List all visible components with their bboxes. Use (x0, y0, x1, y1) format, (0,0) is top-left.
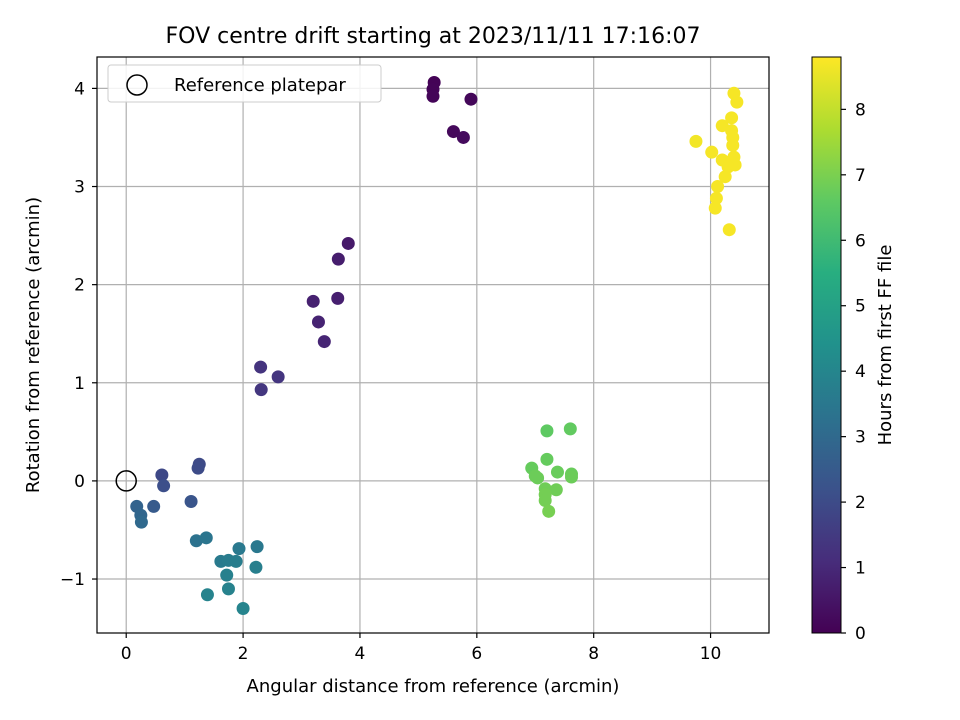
data-point (549, 483, 563, 497)
colorbar-tick-label: 6 (855, 231, 866, 251)
data-point (331, 252, 345, 266)
colorbar-ticks: 0 1 2 3 4 5 6 7 8 (841, 100, 866, 644)
y-axis-label: Rotation from reference (arcmin) (23, 197, 44, 493)
data-point (249, 560, 263, 574)
data-points (115, 76, 744, 615)
data-point (184, 495, 198, 509)
colorbar-label: Hours from first FF file (875, 245, 896, 446)
data-point (189, 534, 203, 548)
data-point (220, 568, 234, 582)
data-point (718, 170, 732, 184)
data-point (221, 582, 235, 596)
data-point (708, 201, 722, 215)
y-tick-label: 3 (74, 178, 85, 198)
y-tick-label: 1 (74, 374, 85, 394)
data-point (721, 160, 735, 174)
data-point (155, 468, 169, 482)
data-point (689, 134, 703, 148)
plot-frame (96, 56, 770, 634)
colorbar-tick-label: 4 (855, 362, 866, 382)
data-point (722, 223, 736, 237)
data-point (331, 291, 345, 305)
data-point (229, 554, 243, 568)
data-point (341, 236, 355, 250)
y-tick-label: −1 (60, 570, 85, 590)
data-point (271, 370, 285, 384)
x-tick-label: 6 (471, 644, 482, 664)
data-point (709, 191, 723, 205)
data-point (531, 471, 545, 485)
data-point (540, 424, 554, 438)
colorbar-tick-label: 2 (855, 493, 866, 513)
x-axis-label: Angular distance from reference (arcmin) (247, 676, 620, 697)
colorbar-tick-label: 7 (855, 166, 866, 186)
x-tick-label: 8 (588, 644, 599, 664)
legend-marker (126, 74, 148, 96)
data-point (711, 180, 725, 194)
data-point (199, 531, 213, 545)
y-axis-ticks: −1 0 1 2 3 4 (60, 79, 97, 590)
y-tick-label: 2 (74, 276, 85, 296)
x-tick-label: 10 (700, 644, 722, 664)
data-point (705, 145, 719, 159)
data-point (564, 470, 578, 484)
x-tick-label: 0 (121, 644, 132, 664)
colorbar-tick-label: 1 (855, 559, 866, 579)
data-point (191, 461, 205, 475)
data-point (726, 138, 740, 152)
data-point (250, 540, 264, 554)
data-point (540, 452, 554, 466)
data-point (550, 465, 564, 479)
data-point (426, 89, 440, 103)
legend-label: Reference platepar (174, 75, 346, 96)
colorbar (811, 56, 842, 634)
x-tick-label: 4 (355, 644, 366, 664)
data-point (311, 315, 325, 329)
colorbar-tick-label: 8 (855, 100, 866, 120)
data-point (306, 294, 320, 308)
data-point (542, 504, 556, 518)
data-point (730, 95, 744, 109)
legend: Reference platepar (107, 64, 382, 103)
chart-title: FOV centre drift starting at 2023/11/11 … (166, 24, 701, 49)
data-point (254, 383, 268, 397)
x-axis-ticks: 0 2 4 6 8 10 (121, 633, 722, 664)
data-point (134, 515, 148, 529)
data-point (157, 479, 171, 493)
data-point (538, 494, 552, 508)
y-tick-label: 4 (74, 79, 85, 99)
data-point (236, 601, 250, 615)
data-point (456, 130, 470, 144)
colorbar-tick-label: 0 (855, 624, 866, 644)
data-point (147, 499, 161, 513)
data-point (446, 125, 460, 139)
data-point (725, 111, 739, 125)
y-tick-label: 0 (74, 472, 85, 492)
data-point (200, 588, 214, 602)
data-point (232, 542, 246, 556)
data-point (317, 335, 331, 349)
data-point (464, 92, 478, 106)
colorbar-tick-label: 3 (855, 428, 866, 448)
data-point (563, 422, 577, 436)
data-point (254, 360, 268, 374)
colorbar-tick-label: 5 (855, 297, 866, 317)
legend-box (107, 64, 382, 103)
x-tick-label: 2 (238, 644, 249, 664)
reference-platepar-marker (115, 470, 137, 492)
